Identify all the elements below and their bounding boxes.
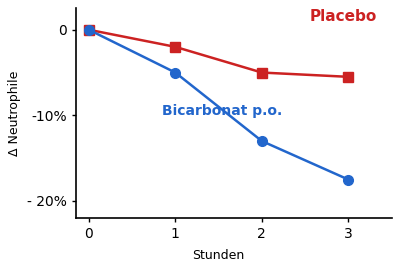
Text: Bicarbonat p.o.: Bicarbonat p.o. (162, 104, 282, 118)
Text: Placebo: Placebo (310, 9, 377, 24)
Text: Stunden: Stunden (192, 249, 245, 262)
Y-axis label: Δ Neutrophile: Δ Neutrophile (8, 70, 21, 156)
